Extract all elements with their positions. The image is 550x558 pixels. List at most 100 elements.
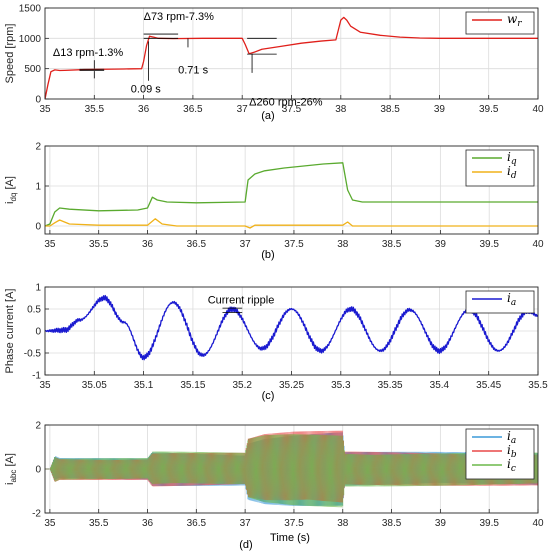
legend-entry-sub: a xyxy=(511,436,516,446)
y-axis-label-main: i xyxy=(4,201,16,203)
x-tick-label: 36.5 xyxy=(183,104,203,115)
y-tick-label: 1 xyxy=(35,283,41,294)
x-tick-label: 39 xyxy=(435,518,447,529)
x-tick-label: 38.5 xyxy=(380,104,400,115)
y-axis-label-sub: abc xyxy=(9,470,18,483)
plot-area xyxy=(45,146,538,234)
legend-box xyxy=(465,149,535,187)
x-tick-label: 37 xyxy=(240,518,252,529)
x-tick-label: 36 xyxy=(142,518,154,529)
annotation-current-ripple: Current ripple xyxy=(208,294,275,306)
x-tick-label: 35.5 xyxy=(89,518,109,529)
x-tick-label: 35.5 xyxy=(89,239,109,250)
panel-caption: (b) xyxy=(261,249,274,261)
x-tick-label: 35.1 xyxy=(134,380,154,391)
annotation-delta73: Δ73 rpm-7.3% xyxy=(144,11,215,23)
x-tick-label: 40 xyxy=(532,518,544,529)
axes-box xyxy=(44,7,539,100)
x-tick-label: 37.5 xyxy=(282,104,302,115)
y-tick-label: 1 xyxy=(35,182,41,193)
legend-entry: ia xyxy=(507,429,516,446)
series-line-id xyxy=(45,218,538,229)
x-tick-label: 35.15 xyxy=(180,380,205,391)
x-tick-label: 35.05 xyxy=(82,380,107,391)
axes-box xyxy=(44,424,539,514)
x-tick-label: 39.5 xyxy=(479,104,499,115)
y-tick-label: 500 xyxy=(24,64,41,75)
y-tick-label: -1 xyxy=(32,371,41,382)
legend-entry-sub: b xyxy=(511,450,517,460)
x-tick-label: 35.45 xyxy=(476,380,501,391)
annotations: Δ13 rpm-1.3% Δ73 rpm-7.3% 0.71 s 0.09 s Δ260… xyxy=(53,11,323,109)
x-tick-label: 39 xyxy=(434,104,446,115)
x-tick-label: 40 xyxy=(532,239,544,250)
x-tick-label: 36 xyxy=(138,104,150,115)
panel-caption: (c) xyxy=(262,390,275,402)
x-tick-label: 37 xyxy=(237,104,249,115)
x-tick-label: 35 xyxy=(44,239,56,250)
x-tick-label: 38 xyxy=(337,239,349,250)
y-tick-label: 0 xyxy=(35,95,41,106)
y-axis-label-main: Phase current [A] xyxy=(4,289,16,374)
x-tick-label: 36.5 xyxy=(187,239,207,250)
legend-box xyxy=(465,11,535,35)
x-tick-label: 35.35 xyxy=(378,380,403,391)
x-tick-label: 38 xyxy=(335,104,347,115)
y-tick-label: 0 xyxy=(35,222,41,233)
legend-box xyxy=(465,290,535,314)
legend-entry-sub: a xyxy=(511,298,516,308)
legend-entry-sub: r xyxy=(517,19,522,29)
y-axis-label: idq [A] xyxy=(4,176,18,204)
x-tick-label: 37 xyxy=(240,239,252,250)
legend: ia xyxy=(465,290,535,314)
x-tick-label: 38 xyxy=(337,518,349,529)
panel-caption: (d) xyxy=(239,539,252,551)
annotation-071s: 0.71 s xyxy=(178,65,208,77)
legend-entry-name: i xyxy=(507,291,511,305)
y-tick-label: -2 xyxy=(32,509,41,520)
axes-box xyxy=(44,286,539,376)
x-tick-label: 40 xyxy=(532,104,544,115)
annotations: Current ripple xyxy=(208,294,275,313)
legend-entry-name: i xyxy=(507,457,511,471)
x-tick-label: 35.3 xyxy=(331,380,351,391)
y-axis-label-unit: [A] xyxy=(4,453,16,470)
legend-entry-name: i xyxy=(507,150,511,164)
legend-entry: ia xyxy=(507,291,516,308)
y-axis-label-main: Speed [rpm] xyxy=(4,24,16,84)
x-tick-label: 35 xyxy=(44,518,56,529)
legend-entry-sub: c xyxy=(511,464,516,474)
series-line-ic xyxy=(45,434,538,508)
chart-panel-3: 35 35.05 35.1 35.15 35.2 35.25 35.3 35.35 35.4 35… xyxy=(4,283,548,403)
y-axis-label: iabc [A] xyxy=(4,453,18,485)
legend-entry: id xyxy=(507,164,517,181)
legend-entry-sub: q xyxy=(511,157,517,167)
y-tick-label: 0 xyxy=(35,465,41,476)
series-group xyxy=(45,294,538,361)
y-tick-label: 2 xyxy=(35,142,41,153)
annotation-delta13: Δ13 rpm-1.3% xyxy=(53,47,124,59)
x-tick-label: 35.2 xyxy=(232,380,252,391)
y-tick-label: 1000 xyxy=(19,34,42,45)
x-tick-label: 38.5 xyxy=(382,518,402,529)
y-axis-label-main: i xyxy=(4,482,16,484)
x-tick-label: 38.5 xyxy=(382,239,402,250)
annotation-009s: 0.09 s xyxy=(131,83,161,95)
legend-entry-sub: d xyxy=(511,171,517,181)
x-tick-label: 36 xyxy=(142,239,154,250)
y-tick-label: 0.5 xyxy=(27,305,41,316)
legend-entry-name: i xyxy=(507,164,511,178)
x-tick-label: 39.5 xyxy=(479,239,499,250)
panel-caption: (a) xyxy=(261,110,274,122)
series-group xyxy=(45,430,538,508)
legend-entry: ic xyxy=(507,457,516,474)
series-line-ia xyxy=(45,294,538,361)
x-tick-label: 35 xyxy=(39,380,51,391)
axes-box xyxy=(44,145,539,235)
y-tick-label: -0.5 xyxy=(24,349,42,360)
y-axis-label-sub: dq xyxy=(9,193,18,202)
